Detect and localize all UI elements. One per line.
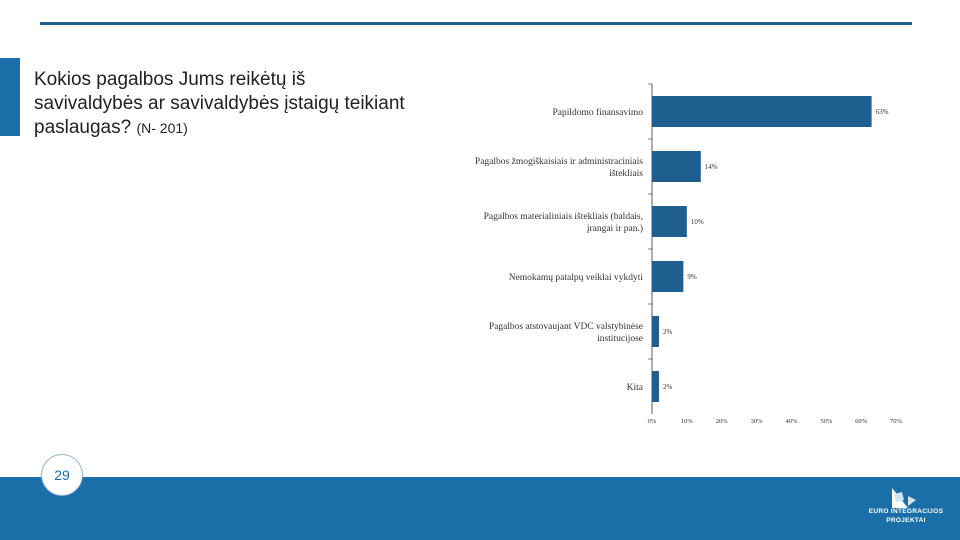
value-label-5: 2% [663,328,673,336]
page-number-badge: 29 [41,454,83,496]
footer-band [0,477,960,540]
top-rule [40,22,912,25]
value-label-6: 2% [663,383,673,391]
value-label-1: 63% [876,108,889,116]
logo-text-line2: PROJEKTAI [886,517,926,524]
bar-1 [652,96,872,127]
bar-2 [652,151,701,182]
value-label-3: 10% [691,218,704,226]
sample-size-note: (N- 201) [136,120,188,136]
logo-line1: EURO [868,508,889,515]
value-label-2: 14% [705,163,718,171]
x-tick-label-2: 10% [681,418,694,425]
x-tick-label-8: 70% [890,418,903,425]
x-tick-label-3: 20% [716,418,729,425]
category-label-5: Pagalbos atstovaujant VDC valstybinėse in… [489,322,643,344]
euro-integracijos-logo: EURO INTEGRACIJOS PROJEKTAI [866,486,946,532]
slide-title: Kokios pagalbos Jums reikėtų iš savivald… [34,68,414,140]
x-tick-label-1: 0% [648,418,657,425]
title-accent-bar [0,58,20,136]
category-label-2: Pagalbos žmogiškaisiais ir administracin… [475,157,643,179]
bar-4 [652,261,684,292]
bar-3 [652,206,687,237]
x-tick-label-7: 60% [855,418,868,425]
x-tick-label-5: 40% [785,418,798,425]
x-tick-label-6: 50% [820,418,833,425]
value-label-4: 9% [687,273,697,281]
logo-sail-icon [892,488,916,508]
slide-title-text: Kokios pagalbos Jums reikėtų iš savivald… [34,69,405,138]
page-number: 29 [54,467,70,483]
category-label-3: Pagalbos materialiniais ištekliais (bald… [484,211,643,234]
x-tick-label-4: 30% [751,418,764,425]
logo-line2: INTEGRACIJOS [890,508,944,515]
logo-text-line1: EURO INTEGRACIJOS [866,508,946,515]
category-label-1: Papildomo finansavimo [552,107,643,118]
category-label-6: Kita [627,383,644,393]
bar-5 [652,316,659,347]
bar-6 [652,371,659,402]
category-label-4: Nemokamų patalpų veiklai vykdyti [509,273,644,283]
